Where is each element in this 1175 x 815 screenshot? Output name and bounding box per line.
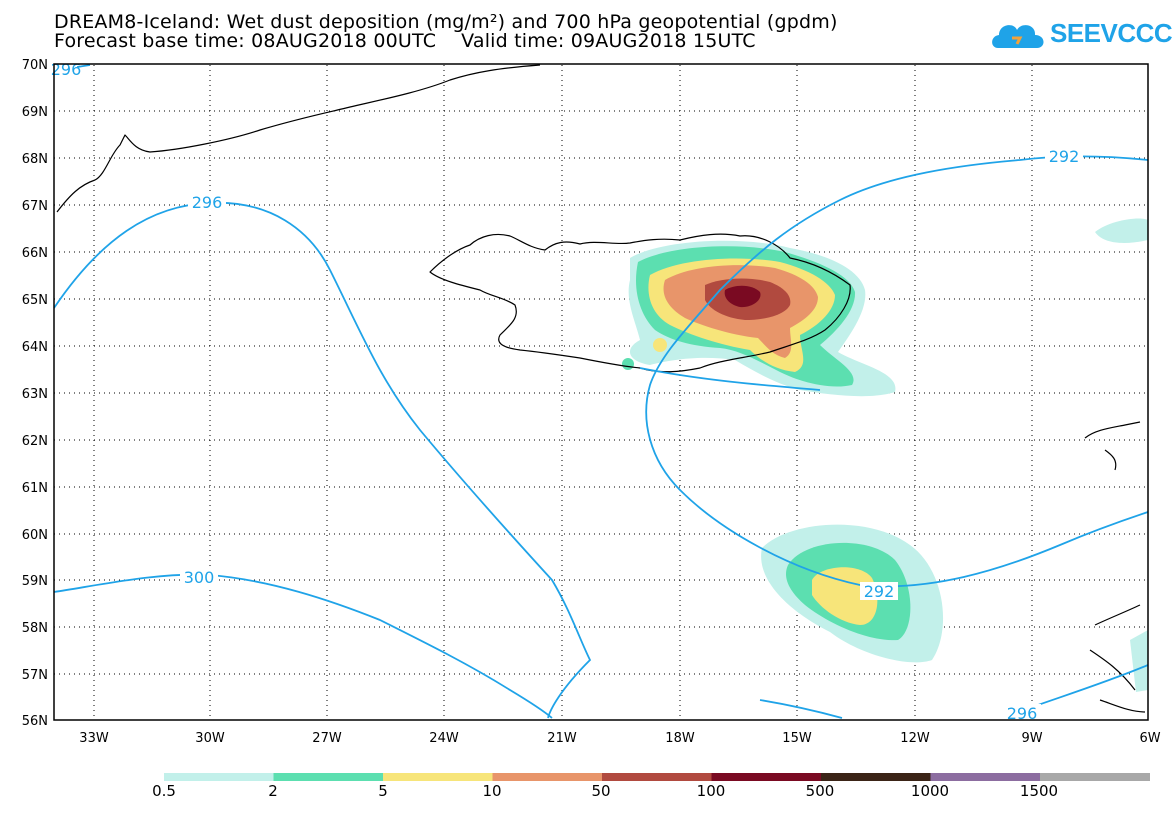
lon-label: 15W <box>782 731 812 746</box>
dust-blob-south <box>761 524 944 663</box>
colorbar-label: 0.5 <box>152 782 176 800</box>
colorbar-label: 1500 <box>1019 782 1059 800</box>
colorbar-swatch <box>821 773 931 781</box>
longitude-labels: 33W 30W 27W 24W 21W 18W 15W 12W 9W 6W <box>79 731 1160 746</box>
colorbar-label: 100 <box>696 782 726 800</box>
colorbar <box>164 773 1150 781</box>
colorbar-swatch <box>164 773 274 781</box>
lon-label: 27W <box>312 731 342 746</box>
colorbar-label: 500 <box>805 782 835 800</box>
latitude-labels: 70N 69N 68N 67N 66N 65N 64N 63N 62N 61N … <box>22 58 48 729</box>
lon-label: 18W <box>665 731 695 746</box>
lat-label: 69N <box>22 105 48 120</box>
lon-label: 30W <box>195 731 225 746</box>
contour-label: 296 <box>192 193 223 212</box>
coastline <box>56 64 1146 713</box>
lat-label: 61N <box>22 481 48 496</box>
lat-label: 65N <box>22 293 48 308</box>
lat-label: 70N <box>22 58 48 73</box>
lon-label: 6W <box>1139 731 1160 746</box>
contour-label: 296 <box>1007 704 1038 723</box>
contour-label: 300 <box>184 568 215 587</box>
colorbar-swatch <box>930 773 1041 781</box>
colorbar-label: 2 <box>268 782 278 800</box>
lat-label: 56N <box>22 714 48 729</box>
contour-label: 292 <box>1049 147 1080 166</box>
map-title: DREAM8-Iceland: Wet dust deposition (mg/… <box>54 11 838 33</box>
colorbar-label: 1000 <box>910 782 950 800</box>
lat-label: 64N <box>22 340 48 355</box>
lon-label: 9W <box>1021 731 1042 746</box>
lat-label: 67N <box>22 199 48 214</box>
lat-label: 62N <box>22 434 48 449</box>
geopotential-contours <box>53 64 1149 719</box>
colorbar-swatch <box>273 773 384 781</box>
lat-label: 68N <box>22 152 48 167</box>
lon-label: 21W <box>547 731 577 746</box>
colorbar-swatch <box>383 773 493 781</box>
cloud-icon <box>992 25 1044 48</box>
lat-label: 63N <box>22 387 48 402</box>
lat-label: 60N <box>22 528 48 543</box>
forecast-times: Forecast base time: 08AUG2018 00UTC Vali… <box>54 30 756 52</box>
seevccc-logo: SEEVCCC <box>990 14 1173 58</box>
lon-label: 12W <box>900 731 930 746</box>
contour-labels: 296 292 296 300 292 296 <box>51 60 1083 723</box>
lon-label: 24W <box>429 731 459 746</box>
colorbar-swatch <box>1040 773 1150 781</box>
colorbar-label: 10 <box>482 782 502 800</box>
lat-label: 57N <box>22 668 48 683</box>
contour-label: 296 <box>51 60 82 79</box>
colorbar-swatch <box>711 773 822 781</box>
lat-label: 66N <box>22 246 48 261</box>
colorbar-swatch <box>492 773 603 781</box>
lon-label: 33W <box>79 731 109 746</box>
lat-label: 59N <box>22 574 48 589</box>
dust-blob-iceland <box>622 218 1148 692</box>
lat-label: 58N <box>22 621 48 636</box>
colorbar-label: 50 <box>591 782 611 800</box>
contour-label: 292 <box>864 582 895 601</box>
map-frame <box>53 63 1149 721</box>
colorbar-label: 5 <box>378 782 388 800</box>
colorbar-swatch <box>602 773 712 781</box>
